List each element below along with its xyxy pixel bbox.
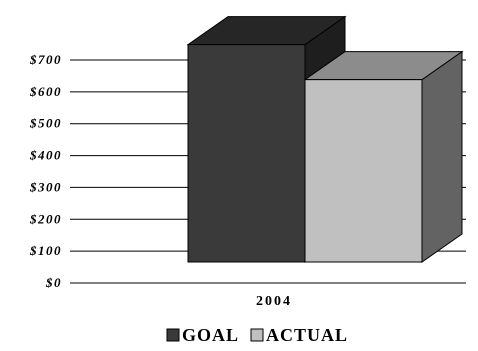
legend-item: GOAL: [166, 325, 239, 345]
legend-swatch: [250, 328, 264, 342]
bar-front-face: [187, 44, 306, 263]
bar-front-face: [304, 79, 423, 263]
y-tick-label: $600: [29, 84, 62, 99]
y-tick-label: $400: [29, 148, 62, 163]
bars: [186, 15, 464, 263]
y-axis-tick-labels: $0 $100 $200 $300 $400 $500 $600 $700: [29, 52, 62, 290]
legend-item: ACTUAL: [250, 325, 348, 345]
y-tick-label: $200: [29, 211, 62, 226]
y-tick-label: $300: [29, 179, 62, 194]
y-tick-label: $500: [29, 116, 62, 131]
legend-label: GOAL: [182, 325, 239, 345]
x-category-label: 2004: [256, 294, 292, 309]
y-tick-label: $100: [29, 243, 62, 258]
y-tick-label: $0: [45, 275, 62, 290]
y-tick-label: $700: [29, 52, 62, 67]
x-axis-category-labels: 2004: [256, 294, 292, 309]
bar-actual: [303, 50, 464, 263]
legend: GOAL ACTUAL: [166, 325, 348, 345]
legend-label: ACTUAL: [266, 325, 348, 345]
legend-swatch: [166, 328, 180, 342]
bar-side-face: [421, 50, 463, 263]
